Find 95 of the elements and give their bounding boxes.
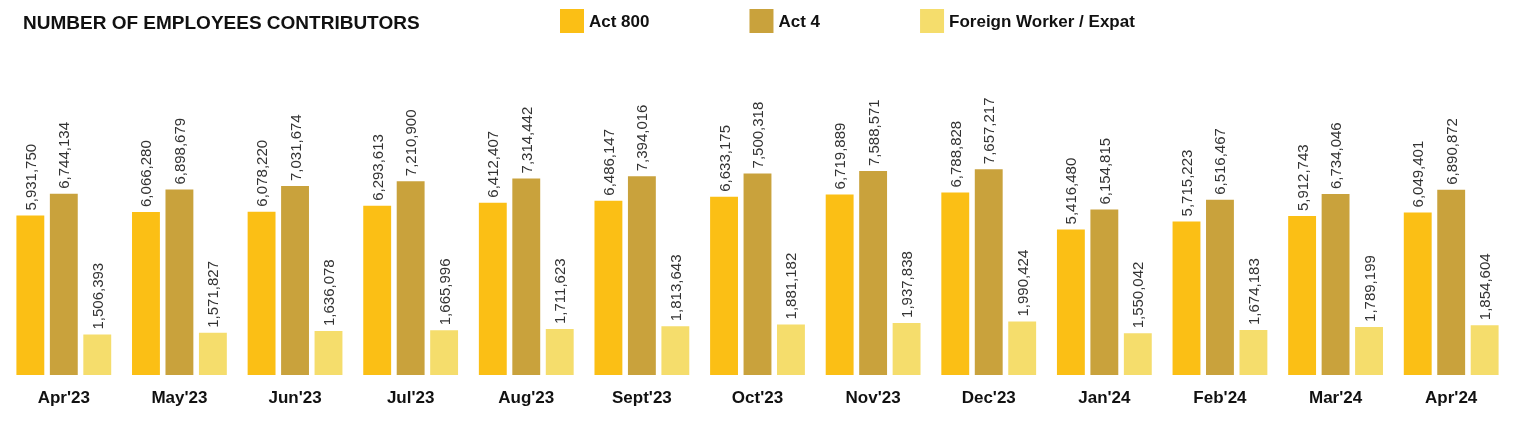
bar: [1206, 199, 1234, 375]
bar: [892, 322, 921, 375]
bar: [1008, 321, 1037, 375]
bar: [314, 331, 343, 375]
bar: [478, 202, 507, 375]
bar: [545, 329, 574, 375]
data-label: 1,854,604: [1476, 253, 1494, 321]
legend-label: Act 800: [589, 11, 650, 31]
data-label: 1,571,827: [204, 261, 222, 328]
bar: [661, 326, 690, 375]
data-label: 6,154,815: [1095, 137, 1113, 205]
data-label: 7,657,217: [980, 97, 998, 165]
x-tick-label: Feb'24: [1193, 388, 1248, 407]
bar: [1090, 209, 1119, 375]
data-label: 6,633,175: [715, 125, 733, 192]
bar: [396, 181, 425, 375]
data-label: 1,937,838: [898, 251, 916, 318]
x-tick-label: Nov'23: [845, 388, 901, 407]
bar: [281, 186, 309, 375]
data-label: 1,789,199: [1360, 255, 1378, 322]
data-label: 1,813,643: [666, 254, 684, 322]
legend-label: Foreign Worker / Expat: [949, 11, 1136, 31]
data-label: 1,506,393: [88, 262, 106, 330]
x-tick-label: May'23: [151, 388, 208, 407]
data-label: 1,636,078: [320, 259, 337, 327]
bar: [1056, 229, 1085, 375]
bar: [132, 211, 160, 375]
x-tick-label: Jan'24: [1078, 388, 1132, 407]
x-tick-label: Dec'23: [961, 388, 1016, 407]
bar: [710, 196, 738, 375]
data-label: 7,031,674: [286, 114, 304, 182]
data-label: 5,715,223: [1178, 149, 1195, 217]
x-tick-label: Mar'24: [1308, 388, 1363, 407]
data-label: 7,210,900: [402, 109, 420, 177]
legend-label: Act 4: [778, 11, 821, 31]
data-label: 1,674,183: [1244, 258, 1262, 326]
bar: [1321, 194, 1350, 375]
data-label: 5,416,480: [1062, 157, 1080, 225]
data-label: 6,078,220: [253, 139, 271, 207]
x-tick-label: Sept'23: [611, 388, 672, 407]
x-tick-label: Jun'23: [268, 388, 322, 407]
bar: [83, 334, 112, 375]
bar: [1288, 216, 1317, 375]
data-label: 1,990,424: [1013, 249, 1031, 317]
data-label: 7,394,016: [633, 104, 651, 172]
x-tick-label: Apr'23: [37, 388, 90, 407]
data-label: 7,588,571: [864, 99, 882, 167]
x-tick-label: Jul'23: [386, 388, 435, 407]
data-label: 6,734,046: [1327, 122, 1345, 190]
bar: [777, 324, 805, 375]
data-label: 6,049,401: [1409, 140, 1427, 208]
data-label: 7,500,318: [749, 101, 766, 169]
data-label: 5,912,743: [1293, 144, 1311, 212]
data-label: 6,293,613: [368, 134, 386, 201]
x-tick-label: Aug'23: [498, 388, 555, 407]
bar: [198, 332, 227, 375]
bar: [1437, 189, 1466, 375]
bar: [594, 200, 623, 375]
data-label: 6,412,407: [484, 130, 502, 198]
bar: [1239, 330, 1268, 375]
bar: [1470, 325, 1499, 375]
data-label: 1,550,042: [1129, 261, 1147, 329]
data-label: 6,486,147: [599, 128, 617, 196]
x-tick-label: Oct'23: [731, 388, 784, 407]
bar: [247, 211, 276, 375]
bar: [165, 189, 194, 375]
data-label: 6,719,889: [831, 122, 849, 190]
x-tick-label: Apr'24: [1425, 388, 1478, 407]
data-label: 7,314,442: [517, 106, 535, 174]
data-label: 5,931,750: [21, 143, 39, 211]
data-label: 1,881,182: [782, 252, 800, 320]
bar: [627, 176, 656, 375]
bar: [1403, 212, 1432, 375]
bar: [1172, 221, 1201, 375]
data-label: 6,066,280: [137, 140, 155, 207]
bar: [430, 330, 459, 375]
bar: [49, 193, 78, 375]
bar: [941, 192, 970, 375]
bar: [16, 215, 45, 375]
data-label: 6,744,134: [55, 122, 73, 189]
data-label: 6,890,872: [1442, 118, 1460, 185]
data-label: 6,516,467: [1211, 128, 1229, 195]
chart-title: NUMBER OF EMPLOYEES CONTRIBUTORS: [23, 12, 420, 33]
data-label: 6,788,828: [946, 120, 964, 188]
data-label: 1,711,623: [551, 258, 569, 324]
bar: [825, 194, 854, 375]
bar: [859, 171, 888, 375]
bar: [743, 173, 772, 375]
data-label: 1,665,996: [435, 258, 453, 326]
bar: [363, 205, 392, 375]
bar: [1123, 333, 1152, 375]
data-label: 6,898,679: [170, 117, 188, 185]
bar: [1355, 326, 1383, 375]
bar: [512, 178, 541, 375]
bar: [974, 169, 1003, 375]
